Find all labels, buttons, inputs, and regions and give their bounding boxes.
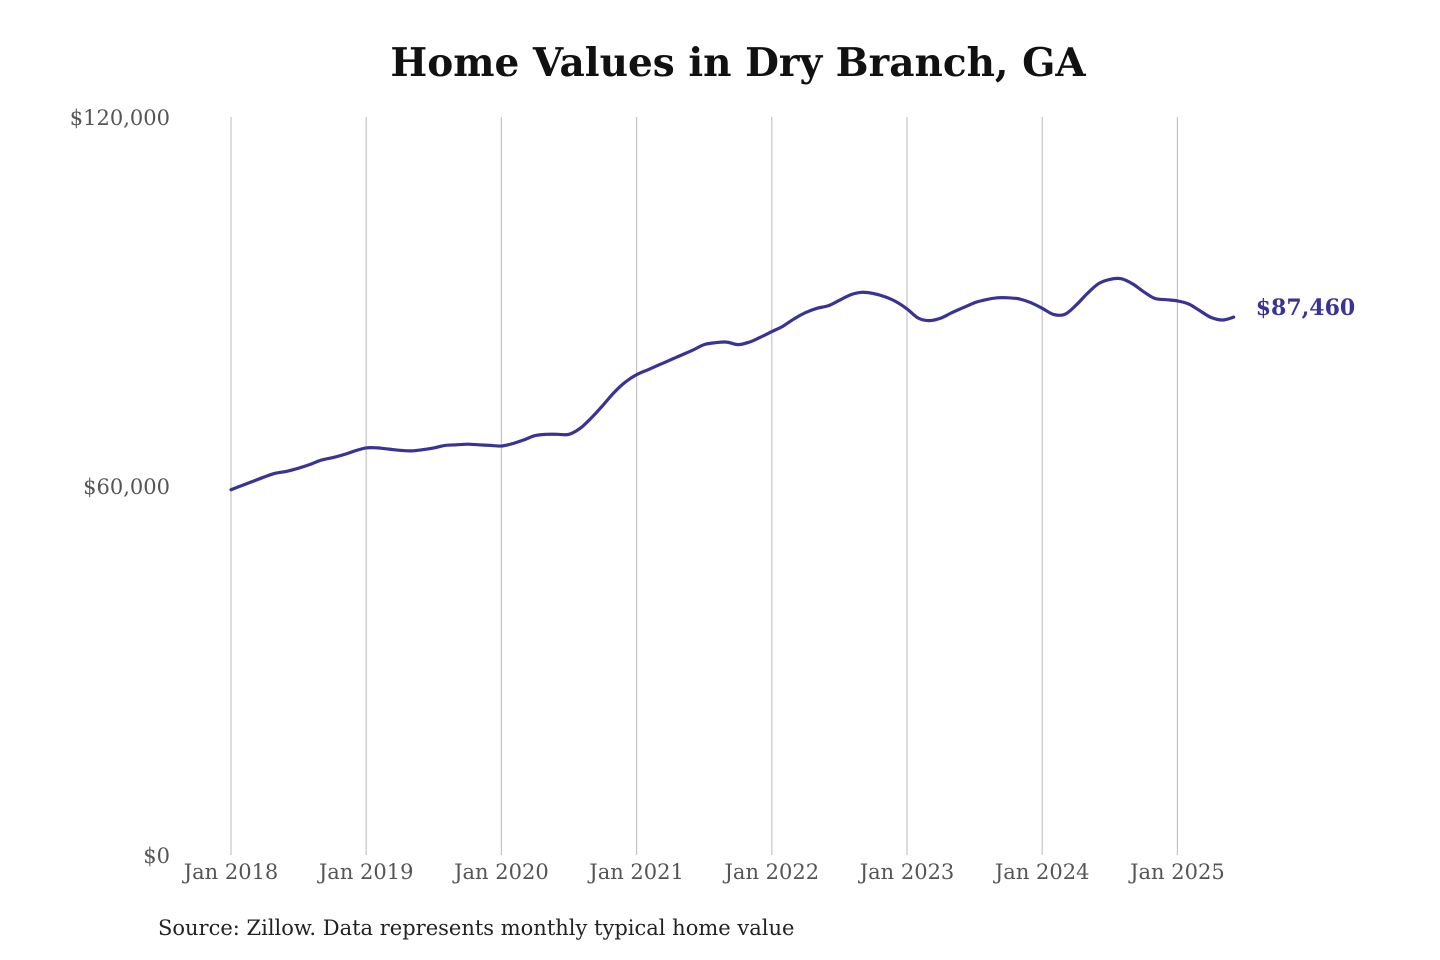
y-tick-label: $60,000	[83, 475, 170, 499]
x-axis-ticks: Jan 2018 Jan 2019 Jan 2020 Jan 2021 Jan 2022…	[182, 860, 1225, 884]
x-tick-label: Jan 2025	[1128, 860, 1225, 884]
series-line-0	[229, 276, 1236, 492]
series-layer	[229, 276, 1236, 492]
end-label-layer: $87,460	[1256, 295, 1356, 321]
y-axis-ticks: $0 $60,000 $120,000	[70, 106, 170, 868]
x-tick-label: Jan 2019	[317, 860, 414, 884]
y-tick-label: $0	[143, 844, 170, 868]
y-tick-label: $120,000	[70, 106, 170, 130]
x-tick-label: Jan 2018	[182, 860, 279, 884]
x-tick-label: Jan 2024	[993, 860, 1090, 884]
chart-title: Home Values in Dry Branch, GA	[390, 40, 1086, 86]
source-note: Source: Zillow. Data represents monthly …	[158, 916, 795, 940]
x-tick-label: Jan 2020	[452, 860, 549, 884]
vertical-grid	[230, 117, 1179, 855]
x-tick-label: Jan 2021	[587, 860, 684, 884]
x-tick-label: Jan 2022	[723, 860, 820, 884]
end-value-label: $87,460	[1256, 295, 1356, 321]
x-tick-label: Jan 2023	[858, 860, 955, 884]
